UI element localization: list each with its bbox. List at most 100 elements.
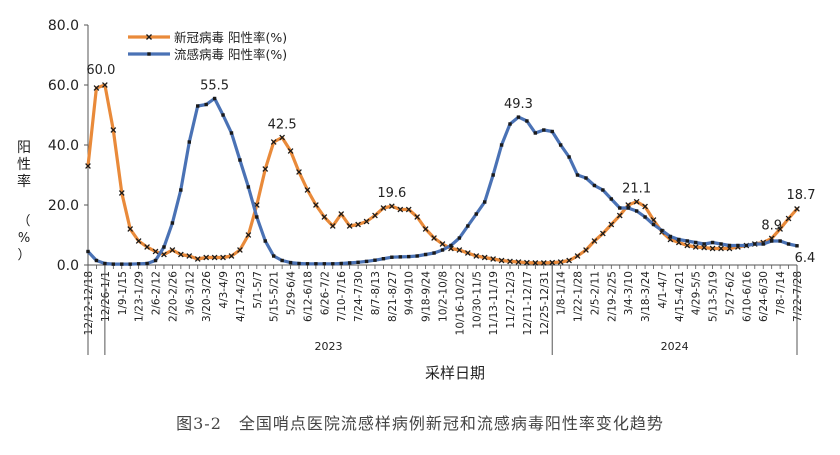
x-tick-label: 9/18-9/24 bbox=[421, 271, 433, 322]
series-1-point bbox=[591, 238, 598, 244]
y-tick-label: 0.0 bbox=[57, 258, 79, 274]
x-axis-label: 采样日期 bbox=[425, 364, 485, 382]
point-x-stroke bbox=[456, 247, 463, 253]
series-1-point bbox=[794, 206, 800, 212]
point-x-stroke bbox=[566, 257, 572, 264]
series-2-point bbox=[356, 260, 360, 264]
series-1-point bbox=[431, 235, 437, 241]
point-x-stroke bbox=[321, 214, 328, 220]
point-x-stroke bbox=[422, 226, 429, 232]
series-1-point bbox=[287, 148, 294, 154]
y-axis-label-char: 阳 bbox=[17, 140, 31, 156]
series-2-point bbox=[558, 143, 563, 147]
series-1-point bbox=[363, 218, 370, 225]
series-2-point bbox=[609, 197, 614, 201]
series-2-point bbox=[153, 258, 158, 263]
legend-marker bbox=[147, 52, 151, 56]
series-1-point bbox=[574, 253, 581, 259]
series-2-point bbox=[331, 262, 335, 266]
series-2-point bbox=[103, 261, 107, 266]
series-2-point bbox=[111, 262, 116, 266]
series-2-point bbox=[550, 129, 554, 134]
series-1-point bbox=[135, 238, 142, 244]
series-1-point bbox=[439, 241, 446, 247]
data-label: 18.7 bbox=[787, 188, 816, 203]
x-tick-label: 10/16-10/22 bbox=[454, 271, 466, 335]
x-tick-label: 5/29-6/4 bbox=[286, 271, 298, 316]
series-1-point bbox=[279, 134, 285, 141]
series-2-point bbox=[533, 131, 538, 135]
point-x-stroke bbox=[127, 226, 134, 232]
x-tick-label: 9/4-9/10 bbox=[404, 271, 416, 315]
point-x-stroke bbox=[507, 258, 513, 265]
series-1-point bbox=[177, 251, 184, 258]
series-1-point bbox=[718, 245, 724, 252]
point-x-stroke bbox=[405, 206, 412, 213]
series-2-point bbox=[694, 240, 698, 245]
point-x-stroke bbox=[270, 139, 277, 145]
series-2-point bbox=[136, 262, 141, 266]
x-tick-label: 3/4-3/10 bbox=[623, 271, 635, 315]
series-1-point bbox=[616, 212, 623, 219]
series-1-point bbox=[127, 226, 134, 232]
series-2-point bbox=[567, 155, 571, 159]
series-2-point bbox=[305, 262, 310, 266]
point-x-stroke bbox=[346, 223, 353, 229]
point-x-stroke bbox=[313, 202, 319, 208]
point-x-stroke bbox=[397, 206, 404, 213]
point-x-stroke bbox=[144, 244, 150, 250]
series-2-point bbox=[685, 239, 689, 243]
series-2-point bbox=[255, 215, 259, 219]
point-x-stroke bbox=[279, 134, 285, 141]
point-x-stroke bbox=[304, 187, 311, 193]
series-1-point bbox=[785, 215, 792, 222]
point-x-stroke bbox=[355, 221, 361, 228]
point-x-stroke bbox=[211, 254, 218, 261]
series-2-point bbox=[736, 243, 740, 248]
series-2-point bbox=[710, 240, 715, 245]
y-tick-label: 80.0 bbox=[48, 18, 79, 34]
series-1-point bbox=[346, 223, 353, 229]
series-2-point bbox=[643, 215, 647, 219]
x-tick-label: 11/27-12/3 bbox=[505, 271, 517, 329]
series-1-point bbox=[507, 258, 513, 265]
series-2-point bbox=[499, 143, 504, 147]
point-x-stroke bbox=[701, 244, 708, 251]
series-1-point bbox=[684, 242, 691, 249]
series-1-point bbox=[338, 211, 345, 217]
series-2-point bbox=[280, 258, 284, 263]
point-x-stroke bbox=[338, 211, 345, 217]
series-2-point bbox=[702, 242, 706, 246]
series-1-point bbox=[566, 257, 572, 264]
series-1-point bbox=[692, 244, 699, 250]
series-2-point bbox=[221, 113, 225, 117]
series-1-point bbox=[169, 247, 176, 253]
data-label: 49.3 bbox=[504, 97, 533, 112]
x-tick-label: 5/13-5/19 bbox=[708, 271, 720, 322]
series-2-point bbox=[204, 102, 208, 107]
series-2-point bbox=[381, 257, 386, 261]
x-tick-label: 11/13-11/19 bbox=[488, 271, 500, 335]
x-tick-label: 12/26-1/1 bbox=[100, 271, 112, 322]
x-tick-label: 1/9-1/15 bbox=[117, 271, 129, 315]
series-2-point bbox=[212, 96, 217, 101]
positivity-rate-chart: 0.0 20.0 40.0 60.0 80.0 阳性率 （% ） 12/12-12/18 12/2… bbox=[17, 18, 816, 382]
series-1-point bbox=[456, 247, 463, 253]
x-tick-label: 10/30-11/5 bbox=[471, 271, 483, 329]
series-2-point bbox=[575, 173, 580, 177]
series-1-point bbox=[515, 259, 522, 265]
series-2-point bbox=[364, 259, 369, 264]
x-tick-label: 1/8-1/14 bbox=[556, 271, 568, 316]
point-x-stroke bbox=[692, 244, 699, 250]
y-tick-label: 40.0 bbox=[48, 138, 79, 154]
point-x-stroke bbox=[524, 259, 530, 266]
series-2-point bbox=[525, 119, 529, 123]
series-2-point bbox=[668, 234, 673, 239]
point-x-stroke bbox=[85, 163, 91, 169]
point-x-stroke bbox=[93, 85, 100, 91]
series-2-point bbox=[179, 188, 183, 192]
x-tick-label: 7/24-7/30 bbox=[353, 271, 365, 322]
series-1-point bbox=[152, 248, 159, 255]
series-2-point bbox=[339, 261, 343, 266]
series-1-point bbox=[211, 254, 218, 261]
